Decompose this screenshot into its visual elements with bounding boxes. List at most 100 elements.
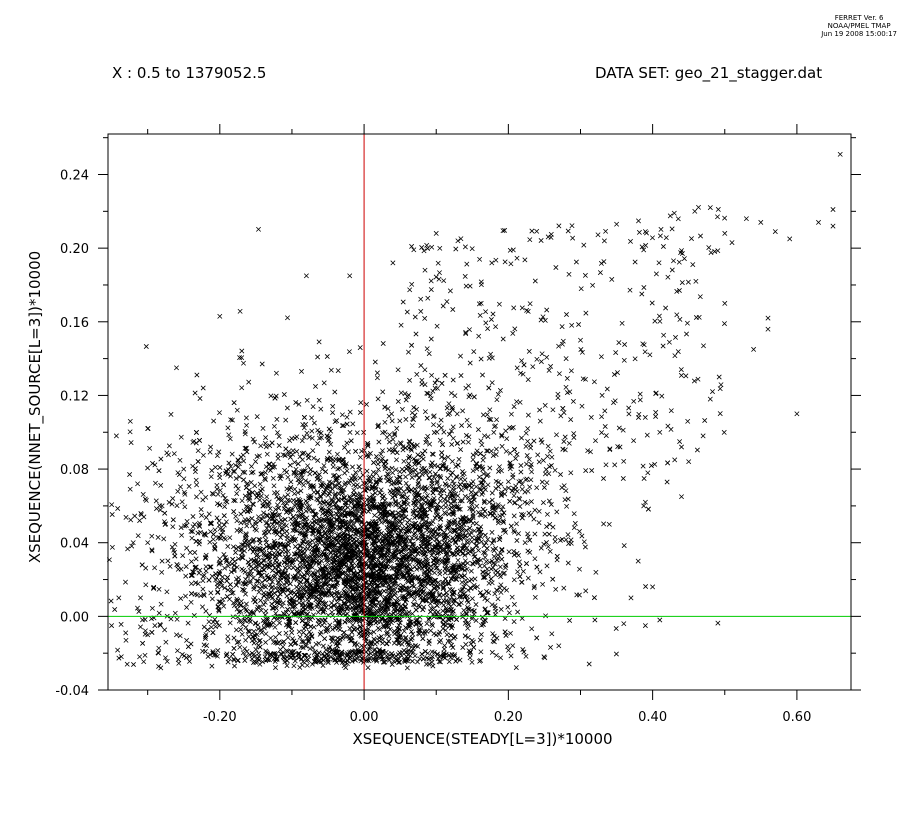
scatter-point	[280, 600, 286, 606]
scatter-point	[220, 492, 226, 498]
scatter-point	[284, 535, 290, 541]
scatter-point	[493, 608, 499, 614]
scatter-point	[372, 512, 378, 518]
scatter-point	[238, 520, 244, 526]
scatter-point	[288, 642, 294, 647]
scatter-point	[424, 390, 430, 396]
scatter-point	[248, 619, 253, 625]
scatter-point	[429, 460, 435, 466]
scatter-point	[465, 634, 471, 640]
scatter-point	[215, 590, 221, 596]
scatter-point	[251, 628, 257, 634]
scatter-point	[538, 545, 544, 551]
scatter-point	[428, 609, 433, 615]
scatter-point	[245, 559, 251, 565]
scatter-point	[462, 558, 468, 564]
scatter-point	[401, 587, 407, 593]
scatter-point	[440, 617, 446, 623]
scatter-point	[552, 538, 558, 544]
scatter-point	[328, 367, 334, 373]
scatter-point	[546, 498, 552, 504]
scatter-point	[401, 628, 407, 634]
scatter-point	[210, 630, 216, 636]
scatter-point	[411, 405, 417, 410]
scatter-point	[323, 647, 329, 653]
scatter-point	[304, 515, 310, 521]
scatter-point	[474, 584, 480, 590]
scatter-point	[240, 587, 246, 592]
scatter-point	[514, 521, 519, 527]
scatter-point	[471, 644, 477, 650]
scatter-point	[388, 512, 394, 518]
scatter-point	[304, 397, 310, 403]
scatter-point	[179, 532, 185, 538]
scatter-point	[344, 440, 350, 446]
scatter-point	[353, 448, 359, 454]
scatter-point	[433, 565, 439, 571]
scatter-point	[195, 459, 201, 464]
scatter-point	[305, 657, 311, 663]
scatter-point	[534, 635, 540, 641]
scatter-point	[319, 466, 325, 472]
scatter-point	[200, 497, 206, 503]
scatter-point	[315, 617, 321, 623]
scatter-point	[502, 616, 508, 621]
scatter-point	[456, 456, 462, 462]
scatter-point	[498, 589, 504, 595]
scatter-point	[266, 461, 272, 467]
scatter-point	[225, 467, 231, 473]
scatter-point	[471, 394, 477, 400]
scatter-point	[274, 490, 280, 496]
scatter-point	[264, 494, 270, 500]
scatter-point	[345, 449, 351, 455]
scatter-point	[301, 468, 307, 474]
scatter-point	[562, 497, 568, 503]
scatter-point	[294, 449, 300, 454]
scatter-point	[437, 571, 443, 577]
scatter-point	[548, 644, 553, 650]
scatter-point	[193, 477, 199, 483]
scatter-point	[330, 410, 336, 416]
scatter-point	[170, 517, 176, 523]
scatter-point	[483, 540, 489, 546]
scatter-point	[252, 620, 258, 626]
scatter-point	[184, 604, 190, 610]
scatter-point	[468, 641, 474, 647]
scatter-point	[532, 556, 538, 562]
scatter-point	[534, 485, 540, 491]
scatter-point	[437, 639, 442, 645]
scatter-point	[297, 454, 303, 460]
scatter-point	[446, 659, 452, 665]
scatter-point	[273, 610, 279, 616]
scatter-point	[241, 477, 247, 483]
scatter-point	[300, 457, 305, 463]
scatter-point	[508, 630, 513, 636]
scatter-point	[425, 433, 431, 439]
scatter-point	[505, 644, 511, 650]
ferret-stamp: FERRET Ver. 6 NOAA/PMEL TMAP Jun 19 2008…	[821, 14, 897, 38]
scatter-point	[478, 632, 484, 637]
scatter-point	[275, 452, 281, 458]
scatter-point	[516, 559, 522, 565]
scatter-point	[329, 592, 335, 598]
scatter-point	[341, 423, 346, 429]
scatter-point	[263, 639, 269, 645]
scatter-point	[263, 631, 269, 637]
scatter-point	[591, 595, 597, 601]
scatter-point	[445, 476, 451, 481]
scatter-point	[544, 511, 550, 517]
scatter-point	[308, 467, 314, 473]
scatter-point	[328, 428, 334, 434]
scatter-point	[323, 469, 329, 475]
scatter-point	[540, 500, 546, 506]
scatter-point	[403, 474, 409, 480]
scatter-point	[436, 659, 442, 665]
scatter-point	[316, 397, 322, 403]
scatter-point	[565, 532, 571, 538]
scatter-point	[354, 430, 360, 436]
scatter-point	[483, 559, 489, 565]
scatter-point	[181, 476, 187, 482]
scatter-point	[477, 563, 483, 569]
scatter-point	[446, 599, 452, 605]
scatter-point	[427, 441, 433, 447]
